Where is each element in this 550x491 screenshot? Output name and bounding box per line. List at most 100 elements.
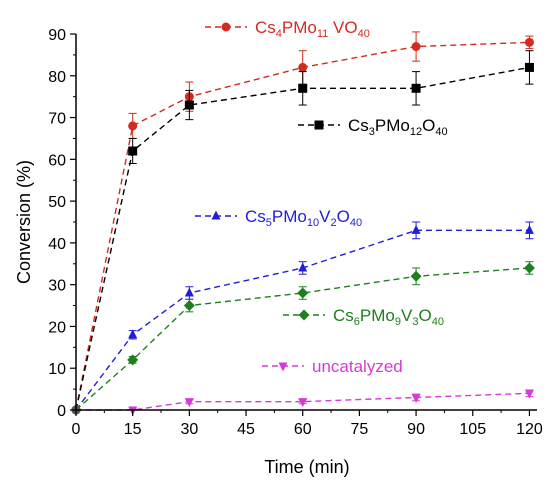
legend-label-text: Cs — [348, 116, 369, 135]
legend-swatch-marker — [314, 120, 324, 130]
x-tick-label: 60 — [294, 421, 312, 438]
legend-item-4: uncatalyzed — [262, 357, 403, 376]
legend-label-subscript: 12 — [410, 126, 422, 138]
data-point — [411, 393, 421, 403]
legend-label-subscript: 10 — [307, 217, 319, 229]
x-tick-label: 75 — [351, 421, 369, 438]
legend-label-text: uncatalyzed — [312, 357, 403, 376]
legend-label: Cs5PMo10V2O40 — [245, 207, 362, 229]
legend-label: uncatalyzed — [312, 357, 403, 376]
legend-label: Cs6PMo9V3O40 — [333, 306, 444, 328]
data-point — [524, 37, 534, 47]
series-layer — [71, 31, 535, 416]
y-tick-label: 30 — [48, 278, 66, 295]
data-point — [184, 100, 194, 110]
legend-label-subscript: 40 — [358, 28, 370, 40]
data-point — [128, 329, 138, 339]
data-point — [183, 300, 195, 312]
legend-item-0: Cs4PMo11 VO40 — [205, 18, 370, 40]
legend-label-text: O — [418, 306, 431, 325]
series-2 — [71, 221, 534, 415]
legend-label-subscript: 40 — [435, 126, 447, 138]
data-point — [524, 224, 534, 234]
data-point — [127, 354, 139, 366]
legend-label: Cs4PMo11 VO40 — [255, 18, 370, 40]
legend-swatch-marker — [211, 210, 221, 220]
legend-label-subscript: 40 — [432, 316, 444, 328]
data-point — [411, 83, 421, 93]
data-point — [184, 398, 194, 408]
x-tick-label: 105 — [459, 421, 486, 438]
series-line — [75, 267, 530, 411]
y-tick-label: 0 — [57, 403, 66, 420]
data-point — [523, 262, 535, 274]
legend-label-text: O — [422, 116, 435, 135]
data-point — [411, 42, 421, 52]
x-tick-label: 0 — [72, 421, 81, 438]
series-line — [75, 229, 530, 411]
y-tick-label: 10 — [48, 361, 66, 378]
legend-label-subscript: 4 — [276, 28, 282, 40]
y-tick-label: 50 — [48, 194, 66, 211]
legend-label-text: V — [319, 207, 331, 226]
legend-label-subscript: 6 — [354, 316, 360, 328]
y-tick-label: 90 — [48, 27, 66, 44]
series-line — [76, 392, 530, 411]
data-point — [524, 389, 534, 399]
data-point — [297, 287, 309, 299]
legend-label-text: PMo — [282, 18, 317, 37]
x-tick-label: 90 — [407, 421, 425, 438]
y-tick-label: 70 — [48, 111, 66, 128]
y-tick-label: 40 — [48, 236, 66, 253]
legend-label-subscript: 2 — [330, 217, 336, 229]
data-point — [128, 121, 138, 131]
legend-label-subscript: 5 — [266, 217, 272, 229]
data-point — [298, 62, 308, 72]
legend-item-1: Cs3PMo12O40 — [298, 116, 448, 138]
legend-label-subscript: 3 — [412, 316, 418, 328]
y-tick-label: 20 — [48, 319, 66, 336]
legend-label-text: PMo — [375, 116, 410, 135]
legend-label-text: V — [401, 306, 413, 325]
x-tick-label: 15 — [124, 421, 142, 438]
legend-swatch-marker — [298, 309, 310, 321]
data-point — [128, 146, 138, 156]
data-point — [410, 270, 422, 282]
legend-label-text: Cs — [245, 207, 266, 226]
series-1 — [71, 50, 534, 415]
legend-label-subscript: 3 — [369, 126, 375, 138]
legend-label-subscript: 11 — [317, 28, 328, 40]
legend-swatch-marker — [278, 362, 288, 372]
legend-label-text: VO — [328, 18, 357, 37]
x-tick-label: 120 — [516, 421, 543, 438]
series-4 — [71, 389, 534, 416]
series-line — [75, 41, 530, 411]
legend-label-text: PMo — [272, 207, 307, 226]
x-tick-label: 45 — [237, 421, 255, 438]
x-axis-title: Time (min) — [264, 457, 349, 477]
series-line — [75, 66, 530, 411]
data-point — [298, 83, 308, 93]
legend-label: Cs3PMo12O40 — [348, 116, 448, 138]
legend-label-text: Cs — [255, 18, 276, 37]
legend-label-text: O — [337, 207, 350, 226]
data-point — [298, 262, 308, 272]
x-tick-label: 30 — [180, 421, 198, 438]
data-point — [411, 224, 421, 234]
data-point — [184, 287, 194, 297]
data-point — [524, 62, 534, 72]
legend-item-3: Cs6PMo9V3O40 — [283, 306, 444, 328]
y-tick-label: 80 — [48, 69, 66, 86]
series-3 — [71, 261, 535, 415]
legend-label-subscript: 40 — [350, 217, 362, 229]
legend-label-text: PMo — [360, 306, 395, 325]
legend-swatch-marker — [221, 22, 231, 32]
y-tick-label: 60 — [48, 152, 66, 169]
legend-item-2: Cs5PMo10V2O40 — [195, 207, 362, 229]
legend: Cs4PMo11 VO40Cs3PMo12O40Cs5PMo10V2O40Cs6… — [195, 18, 448, 376]
data-point — [298, 398, 308, 408]
legend-label-subscript: 9 — [395, 316, 401, 328]
